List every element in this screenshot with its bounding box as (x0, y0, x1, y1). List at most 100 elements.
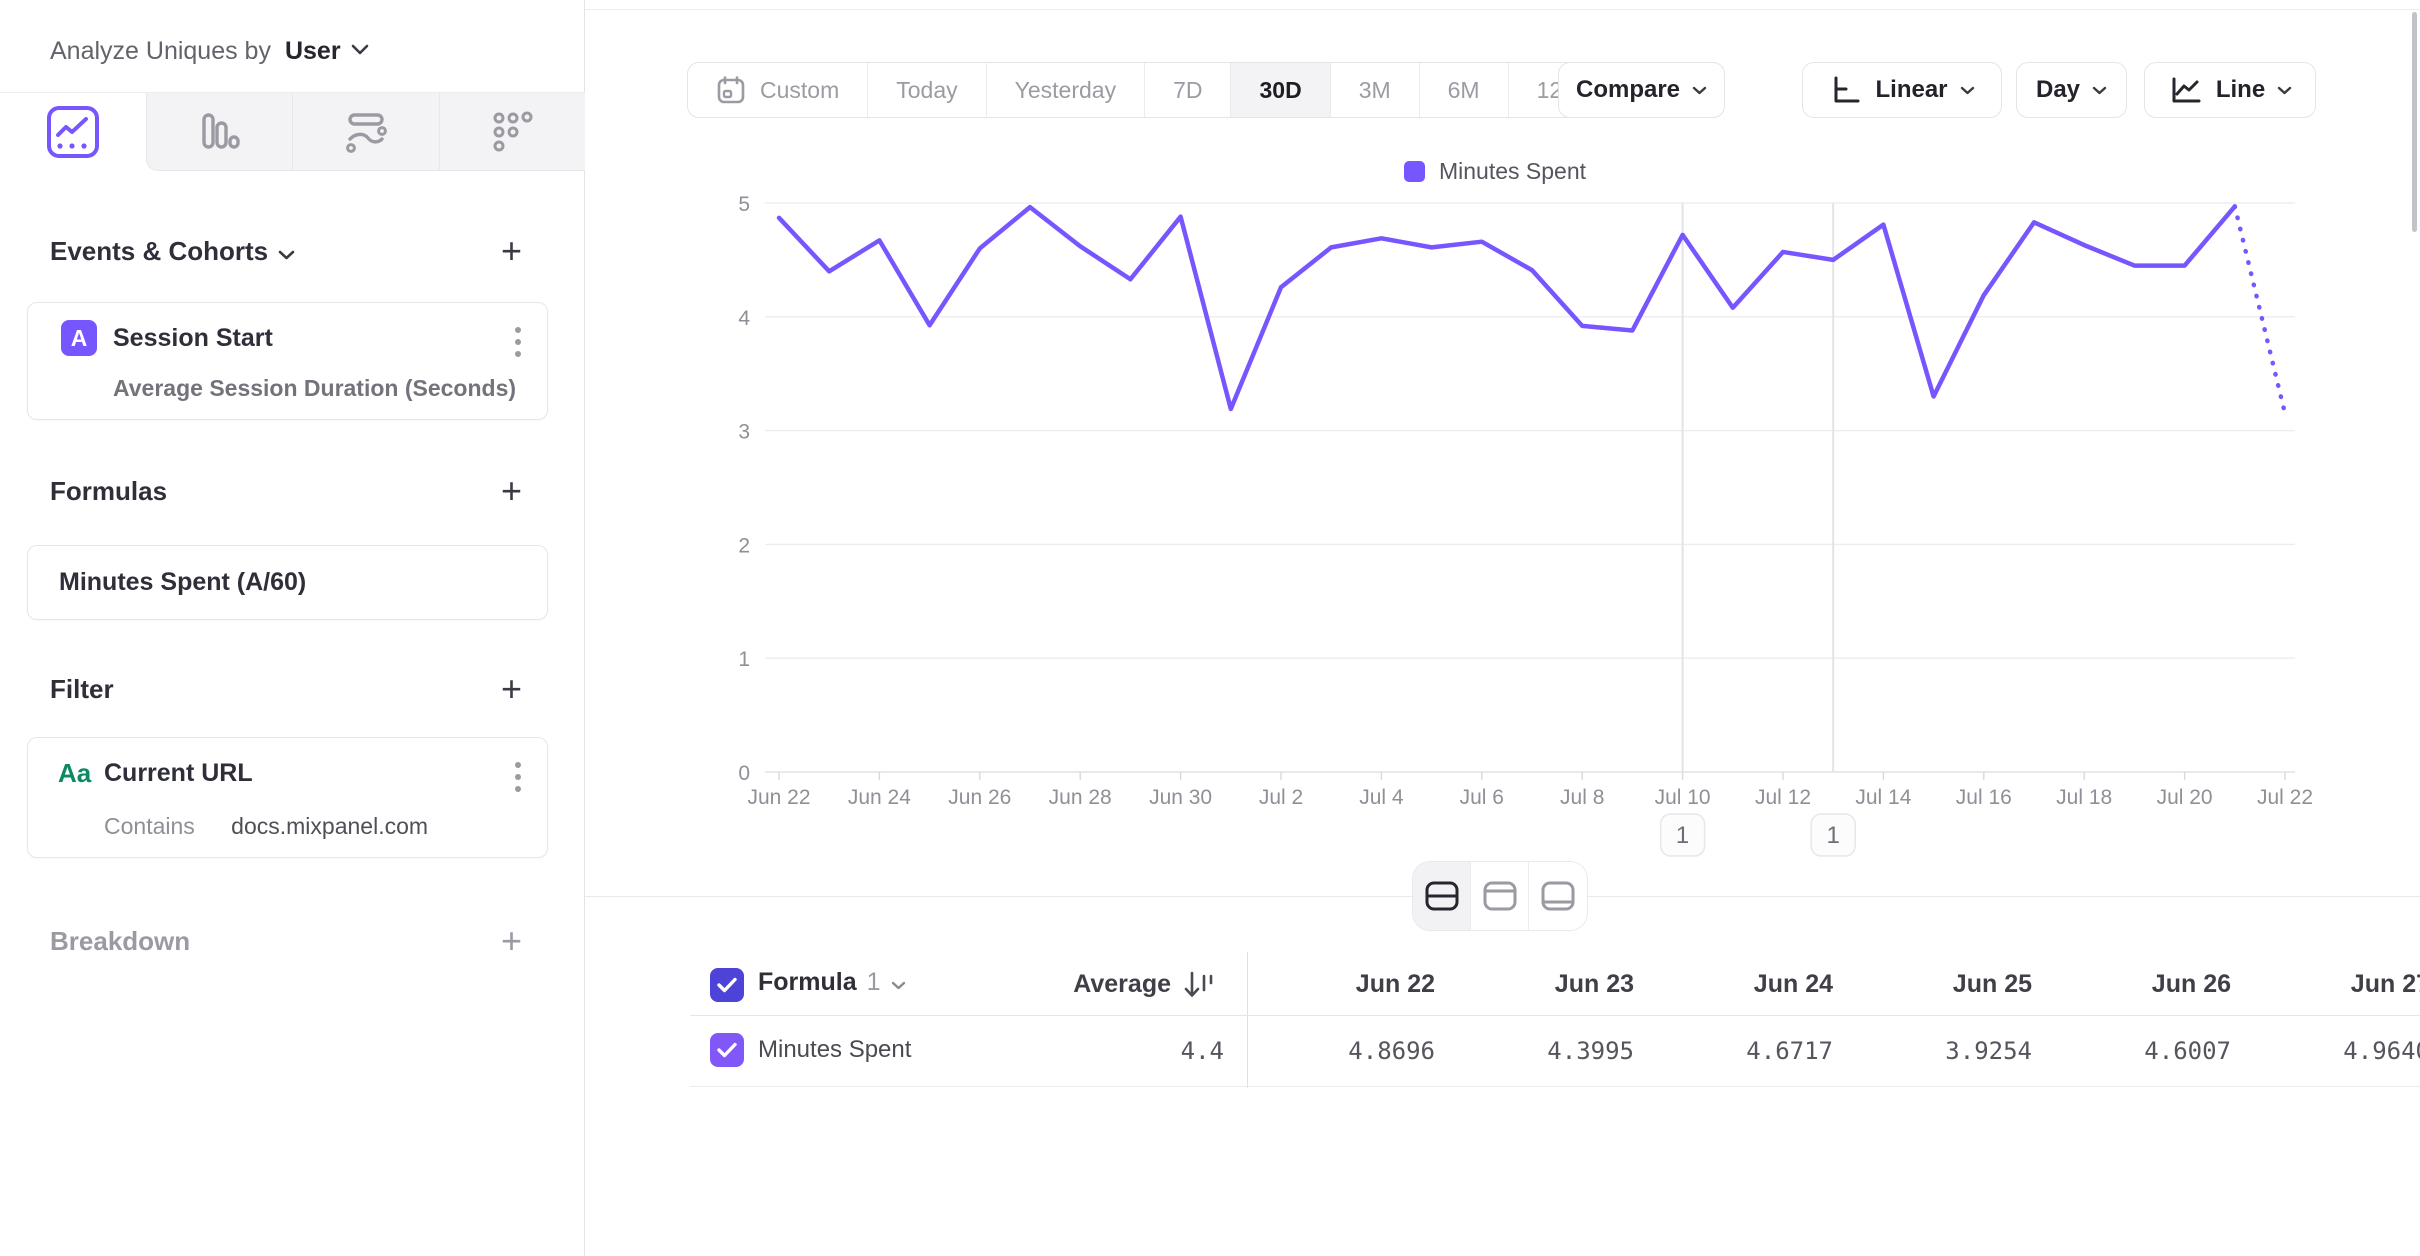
formula-header-number: 1 (866, 968, 881, 996)
add-filter-button[interactable]: + (500, 668, 522, 709)
scale-selector-button[interactable]: Linear (1802, 62, 2002, 118)
query-sidebar: Analyze Uniques by User (0, 0, 585, 1256)
string-property-icon: Aa (58, 758, 92, 788)
grid-metrics-icon (493, 111, 533, 151)
compare-label: Compare (1575, 76, 1681, 103)
chevron-down-icon (2277, 86, 2292, 94)
filter-property-name[interactable]: Current URL (104, 759, 253, 787)
table-header-border (690, 1015, 2420, 1016)
interval-selector-button[interactable]: Day (2016, 62, 2127, 118)
chevron-down-icon (1692, 86, 1707, 94)
filter-operator[interactable]: Contains (104, 813, 195, 839)
average-column-header[interactable]: Average (1073, 970, 1171, 998)
series-average-cell: 4.4 (1180, 1037, 1224, 1065)
range-label: Yesterday (1014, 76, 1117, 103)
chevron-down-icon (1960, 86, 1974, 94)
range-yesterday[interactable]: Yesterday (987, 63, 1146, 117)
range-3m[interactable]: 3M (1331, 63, 1420, 117)
layout-split-button[interactable] (1413, 862, 1471, 930)
series-name-cell[interactable]: Minutes Spent (758, 1036, 912, 1063)
add-formula-button[interactable]: + (500, 470, 522, 511)
range-label: 30D (1259, 76, 1302, 103)
date-column-header[interactable]: Jun 22 (1355, 970, 1435, 998)
chart-style-button[interactable]: Line (2144, 62, 2316, 118)
annotation-badge[interactable]: 1 (1659, 813, 1706, 857)
sort-descending-icon[interactable] (1180, 966, 1218, 1009)
range-label: 3M (1358, 76, 1391, 103)
value-cell: 4.8696 (1348, 1037, 1435, 1065)
svg-text:Jul 18: Jul 18 (2056, 786, 2112, 809)
svg-text:1: 1 (1676, 822, 1689, 849)
analyze-uniques-label: Analyze Uniques by (50, 36, 271, 65)
filter-card-current-url[interactable]: Aa Current URL Contains docs.mixpanel.co… (27, 737, 548, 858)
top-divider (0, 9, 2420, 10)
svg-text:Jul 10: Jul 10 (1655, 786, 1711, 809)
formulas-section-header: Formulas + (50, 472, 522, 510)
formula-expression[interactable]: Minutes Spent (A/60) (59, 568, 307, 596)
event-aggregation[interactable]: Average Session Duration (Seconds) (113, 375, 517, 401)
chevron-down-icon[interactable] (891, 968, 906, 997)
range-6m[interactable]: 6M (1420, 63, 1509, 117)
formula-column-header[interactable]: Formula 1 (758, 968, 906, 997)
range-30d[interactable]: 30D (1231, 63, 1331, 117)
filter-section-header: Filter + (50, 670, 522, 708)
filter-value[interactable]: docs.mixpanel.com (231, 813, 429, 839)
add-event-button[interactable]: + (500, 230, 522, 271)
formula-header-label: Formula (758, 968, 857, 996)
svg-text:Jul 14: Jul 14 (1855, 786, 1911, 809)
select-all-checkbox[interactable] (710, 968, 744, 1002)
svg-text:5: 5 (738, 193, 750, 216)
interval-label: Day (2035, 76, 2081, 103)
formula-card[interactable]: Minutes Spent (A/60) (27, 545, 548, 620)
svg-text:Jul 6: Jul 6 (1460, 786, 1504, 809)
svg-text:4: 4 (738, 307, 750, 330)
date-column-header[interactable]: Jun 26 (2151, 970, 2231, 998)
date-range-control: CustomTodayYesterday7D30D3M6M12M (687, 62, 1611, 118)
layout-chart-only-button[interactable] (1471, 862, 1529, 930)
date-column-header[interactable]: Jun 25 (1952, 970, 2032, 998)
event-menu-icon[interactable] (515, 327, 521, 357)
svg-text:0: 0 (738, 762, 750, 785)
range-custom[interactable]: Custom (688, 63, 869, 117)
layout-toggle-group (1412, 861, 1588, 931)
tab-bar-chart[interactable] (145, 93, 292, 171)
analyze-uniques-value[interactable]: User (284, 36, 341, 65)
breakdown-title: Breakdown (50, 925, 191, 956)
series-checkbox[interactable] (710, 1033, 744, 1067)
compare-button[interactable]: Compare (1558, 62, 1725, 118)
chart-legend[interactable]: Minutes Spent (765, 158, 2225, 185)
range-label: 6M (1447, 76, 1480, 103)
chevron-down-icon[interactable] (351, 42, 369, 60)
line-style-icon (2172, 77, 2201, 103)
value-cell: 3.9254 (1945, 1037, 2032, 1065)
legend-label: Minutes Spent (1438, 158, 1587, 184)
range-7d[interactable]: 7D (1145, 63, 1232, 117)
table-frozen-divider (1247, 952, 1248, 1088)
date-column-header[interactable]: Jun 27 (2350, 970, 2420, 998)
chart-type-tabs (0, 93, 585, 171)
svg-text:Jun 26: Jun 26 (948, 786, 1011, 809)
annotation-badge[interactable]: 1 (1810, 813, 1856, 857)
date-column-header[interactable]: Jun 24 (1753, 970, 1833, 998)
tab-flow[interactable] (292, 93, 439, 171)
range-today[interactable]: Today (868, 63, 987, 117)
add-breakdown-button[interactable]: + (500, 920, 522, 961)
svg-text:Jul 16: Jul 16 (1956, 786, 2012, 809)
page-scrollbar[interactable] (2412, 12, 2417, 232)
bar-chart-icon (202, 112, 240, 149)
event-name[interactable]: Session Start (113, 324, 273, 352)
layout-table-only-button[interactable] (1529, 862, 1587, 930)
svg-text:3: 3 (738, 421, 750, 444)
line-chart[interactable]: 0 1 2 3 4 5 1 1 Jun 22 Jun 24 Jun 26 Jun 28 Jun 30 Ju… (585, 150, 2420, 865)
svg-text:Jul 4: Jul 4 (1359, 786, 1404, 809)
filter-menu-icon[interactable] (515, 762, 521, 792)
svg-text:Jun 30: Jun 30 (1149, 786, 1212, 809)
value-cell: 4.3995 (1547, 1037, 1634, 1065)
svg-text:2: 2 (738, 534, 750, 557)
tab-grid-metrics[interactable] (438, 93, 585, 171)
legend-swatch (1403, 161, 1425, 182)
tab-line-chart[interactable] (0, 93, 146, 171)
event-card-session-start[interactable]: A Session Start Average Session Duration… (27, 302, 548, 420)
chevron-down-icon[interactable] (278, 236, 295, 267)
date-column-header[interactable]: Jun 23 (1554, 970, 1634, 998)
